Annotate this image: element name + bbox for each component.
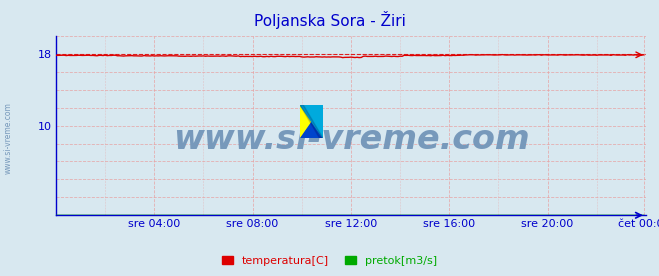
Text: Poljanska Sora - Žiri: Poljanska Sora - Žiri [254, 11, 405, 29]
Polygon shape [300, 105, 323, 138]
Legend: temperatura[C], pretok[m3/s]: temperatura[C], pretok[m3/s] [217, 251, 442, 270]
Text: www.si-vreme.com: www.si-vreme.com [3, 102, 13, 174]
Polygon shape [300, 105, 323, 138]
Polygon shape [300, 105, 323, 138]
Text: www.si-vreme.com: www.si-vreme.com [173, 123, 529, 156]
Polygon shape [300, 105, 323, 138]
